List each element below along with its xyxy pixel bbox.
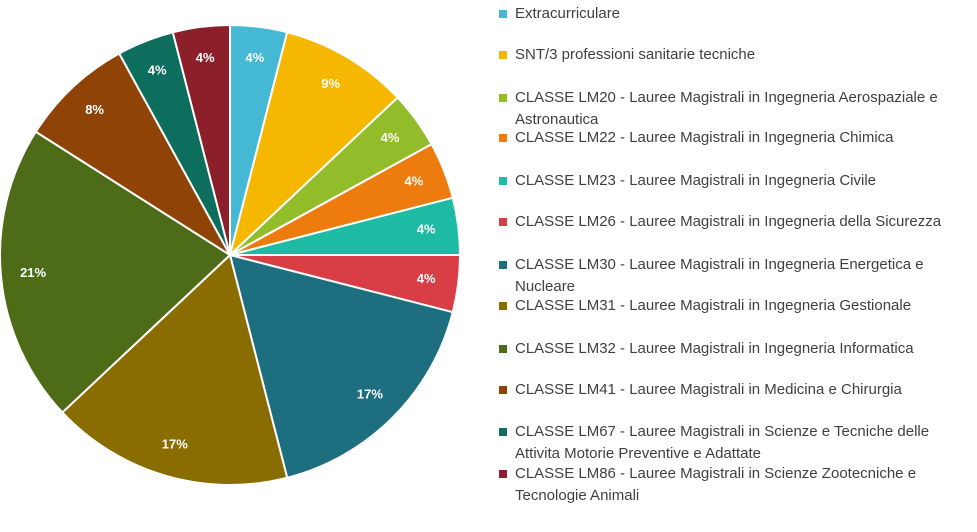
slice-data-label-3: 4%: [405, 174, 424, 189]
legend-label: CLASSE LM31 - Lauree Magistrali in Ingeg…: [515, 297, 912, 314]
slice-data-label-4: 4%: [417, 222, 436, 237]
legend-swatch: [499, 470, 507, 478]
legend-label: Extracurriculare: [515, 5, 621, 22]
legend-label: CLASSE LM32 - Lauree Magistrali in Ingeg…: [515, 340, 914, 357]
legend-label: CLASSE LM20 - Lauree Magistrali in Ingeg…: [515, 89, 938, 128]
legend-swatch: [499, 386, 507, 394]
legend-label: CLASSE LM22 - Lauree Magistrali in Ingeg…: [515, 129, 894, 146]
legend-swatch: [499, 177, 507, 185]
slice-data-label-1: 9%: [321, 76, 340, 91]
slice-data-label-5: 4%: [417, 271, 436, 286]
chart-legend: Extracurriculare SNT/3 professioni sanit…: [499, 0, 975, 527]
legend-label: CLASSE LM86 - Lauree Magistrali in Scien…: [515, 465, 917, 504]
legend-swatch: [499, 134, 507, 142]
legend-label: CLASSE LM30 - Lauree Magistrali in Ingeg…: [515, 256, 924, 295]
legend-swatch: [499, 345, 507, 353]
pie-slice-8: [0, 130, 232, 414]
legend-label: CLASSE LM67 - Lauree Magistrali in Scien…: [515, 423, 930, 462]
pie-slice-9: [34, 52, 231, 256]
legend-swatch: [499, 261, 507, 269]
pie-slice-7: [60, 253, 289, 486]
legend-label: SNT/3 professioni sanitarie tecniche: [515, 46, 756, 63]
slice-data-label-0: 4%: [245, 50, 264, 65]
slice-data-label-7: 17%: [162, 436, 188, 451]
pie-chart: 4% 9% 4% 4% 4% 4% 17% 17% 21% 8% 4% 4%: [0, 0, 470, 527]
legend-swatch: [499, 218, 507, 226]
slice-data-label-9: 8%: [85, 102, 104, 117]
legend-label: CLASSE LM23 - Lauree Magistrali in Ingeg…: [515, 172, 877, 189]
legend-swatch: [499, 10, 507, 18]
slice-data-label-11: 4%: [196, 50, 215, 65]
pie-svg: 4% 9% 4% 4% 4% 4% 17% 17% 21% 8% 4% 4%: [0, 23, 462, 486]
legend-swatch: [499, 302, 507, 310]
legend-swatch: [499, 428, 507, 436]
pie-slice-6: [228, 253, 454, 479]
legend-label: CLASSE LM26 - Lauree Magistrali in Ingeg…: [515, 213, 942, 230]
slice-data-label-6: 17%: [357, 386, 383, 401]
legend-swatch: [499, 51, 507, 59]
legend-swatch: [499, 94, 507, 102]
pie-slice-11: [171, 23, 231, 256]
pie-slice-1: [228, 31, 400, 259]
slice-data-label-8: 21%: [20, 265, 46, 280]
legend-label: CLASSE LM41 - Lauree Magistrali in Medic…: [515, 381, 902, 398]
slice-data-label-2: 4%: [381, 130, 400, 145]
slice-data-label-10: 4%: [148, 63, 167, 78]
